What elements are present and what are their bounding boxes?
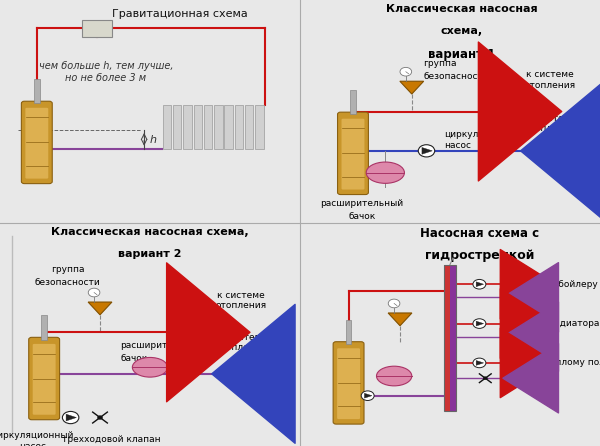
Bar (255, 105, 264, 149)
Bar (163, 105, 171, 149)
Circle shape (88, 288, 100, 297)
Ellipse shape (133, 357, 167, 377)
Text: вариант 1: вариант 1 (428, 48, 496, 61)
Text: Классическая насосная: Классическая насосная (386, 4, 538, 14)
Text: циркуляционный: циркуляционный (0, 431, 74, 440)
Polygon shape (364, 393, 372, 398)
Bar (214, 105, 223, 149)
Circle shape (473, 280, 486, 289)
Text: трехходовой клапан: трехходовой клапан (62, 435, 161, 444)
FancyBboxPatch shape (337, 348, 360, 419)
Text: безопасности: безопасности (35, 278, 101, 287)
Text: к радиаторам: к радиаторам (541, 319, 600, 328)
Circle shape (388, 299, 400, 308)
Text: расширительный: расширительный (121, 341, 204, 350)
Circle shape (400, 67, 412, 76)
Text: чем больше h, тем лучше,
но не более 3 м: чем больше h, тем лучше, но не более 3 м (38, 62, 173, 83)
Polygon shape (388, 313, 412, 326)
Circle shape (361, 391, 374, 401)
Bar (235, 105, 243, 149)
Bar (183, 105, 192, 149)
Text: вариант 2: вариант 2 (118, 249, 182, 259)
Text: насос: насос (19, 442, 46, 446)
Bar (41, 315, 47, 339)
Circle shape (483, 377, 487, 380)
Text: схема,: схема, (440, 26, 483, 36)
FancyBboxPatch shape (29, 337, 59, 420)
Bar (350, 90, 356, 114)
Bar (450, 264, 456, 411)
Text: h: h (150, 135, 157, 145)
Bar (34, 79, 40, 103)
Text: бачок: бачок (121, 354, 148, 363)
Bar (444, 264, 450, 411)
FancyBboxPatch shape (333, 342, 364, 424)
Circle shape (418, 145, 435, 157)
Circle shape (97, 416, 103, 419)
Text: группа: группа (424, 59, 457, 68)
Ellipse shape (377, 366, 412, 386)
Text: гидрострелкой: гидрострелкой (425, 249, 534, 262)
Bar (194, 105, 202, 149)
Text: безопасности: безопасности (424, 72, 489, 81)
Text: Гравитационная схема: Гравитационная схема (112, 9, 247, 19)
Circle shape (473, 358, 486, 368)
Bar (346, 320, 352, 344)
Text: от системы
отопления: от системы отопления (214, 333, 268, 352)
Text: к системе
отопления: к системе отопления (215, 291, 267, 310)
Text: расширительный: расширительный (320, 199, 403, 208)
Circle shape (473, 319, 486, 328)
FancyBboxPatch shape (341, 119, 364, 190)
Polygon shape (422, 148, 432, 154)
FancyBboxPatch shape (22, 101, 52, 184)
Bar (82, 20, 112, 37)
Text: Классическая насосная схема,: Классическая насосная схема, (51, 227, 249, 237)
Polygon shape (476, 360, 484, 365)
Polygon shape (88, 302, 112, 315)
Ellipse shape (366, 162, 404, 183)
FancyBboxPatch shape (32, 344, 56, 415)
Polygon shape (66, 414, 76, 421)
Text: к теплому полу: к теплому полу (536, 359, 600, 368)
Polygon shape (476, 282, 484, 287)
Circle shape (62, 411, 79, 424)
Text: к системе
отопления: к системе отопления (524, 70, 575, 90)
Polygon shape (400, 81, 424, 94)
Text: циркуляционный
насос: циркуляционный насос (444, 130, 526, 149)
Text: от системы
отопления: от системы отопления (523, 114, 577, 133)
Bar (444, 264, 456, 411)
Bar (245, 105, 253, 149)
Text: бачок: бачок (348, 212, 376, 221)
Text: группа: группа (51, 264, 85, 273)
Text: Насосная схема с: Насосная схема с (420, 227, 539, 240)
FancyBboxPatch shape (25, 108, 48, 179)
Bar (224, 105, 233, 149)
FancyBboxPatch shape (338, 112, 368, 194)
Bar (173, 105, 181, 149)
Text: к бойлеру: к бойлеру (550, 280, 598, 289)
Polygon shape (476, 321, 484, 326)
Bar (204, 105, 212, 149)
